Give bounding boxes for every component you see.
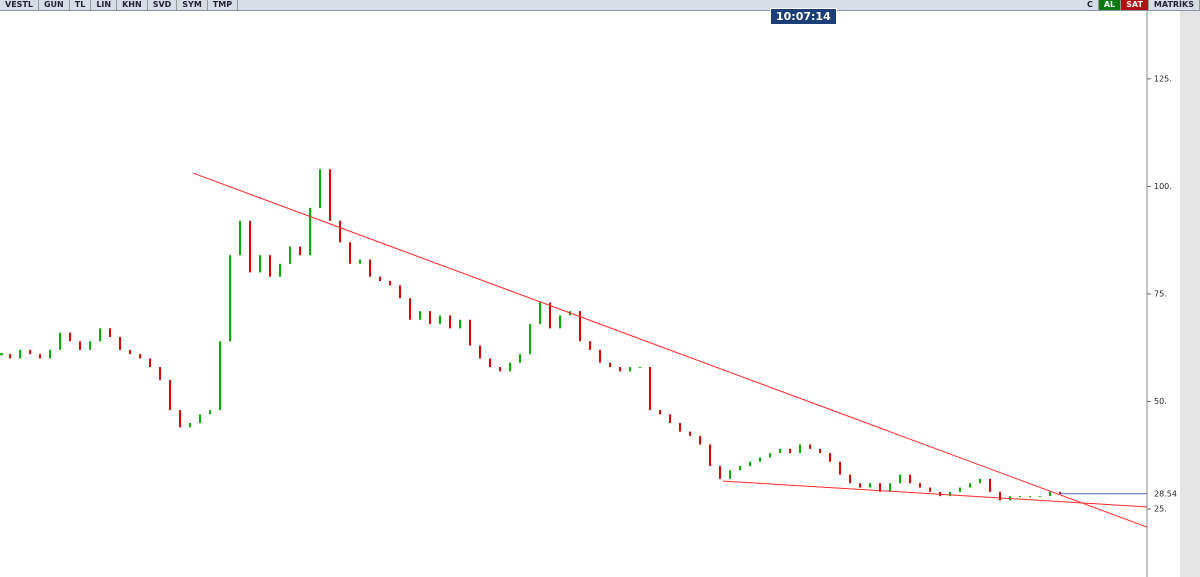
buy-button[interactable]: AL [1098,0,1122,10]
right-tools: C AL SAT MATRİKS [1082,0,1200,10]
toolbar: VESTL GUN TL LIN KHN SVD SYM TMP C AL SA… [0,0,1200,11]
last-price-label: 28.54 [1154,489,1177,498]
tool-button[interactable]: KHN [117,0,148,10]
brand: MATRİKS [1149,0,1200,10]
scrollbar[interactable] [1180,10,1200,577]
y-tick-label: 50. [1154,397,1167,406]
trendline [722,480,1148,508]
y-tick-label: 100. [1154,182,1172,191]
tool-button[interactable]: SVD [148,0,178,10]
y-tick-label: 75. [1154,289,1167,298]
sell-button[interactable]: SAT [1121,0,1149,10]
tool-button[interactable]: TMP [208,0,239,10]
y-tick-label: 125. [1154,74,1172,83]
tool-button[interactable]: SYM [177,0,208,10]
tool-button[interactable]: C [1082,0,1099,10]
tool-button[interactable]: LIN [91,0,118,10]
clock: 10:07:14 [770,8,837,25]
tool-button[interactable]: GUN [39,0,70,10]
y-tick-label: 25. [1154,505,1167,514]
tool-button[interactable]: TL [70,0,92,10]
trendline [192,172,1148,528]
symbol[interactable]: VESTL [0,0,39,10]
